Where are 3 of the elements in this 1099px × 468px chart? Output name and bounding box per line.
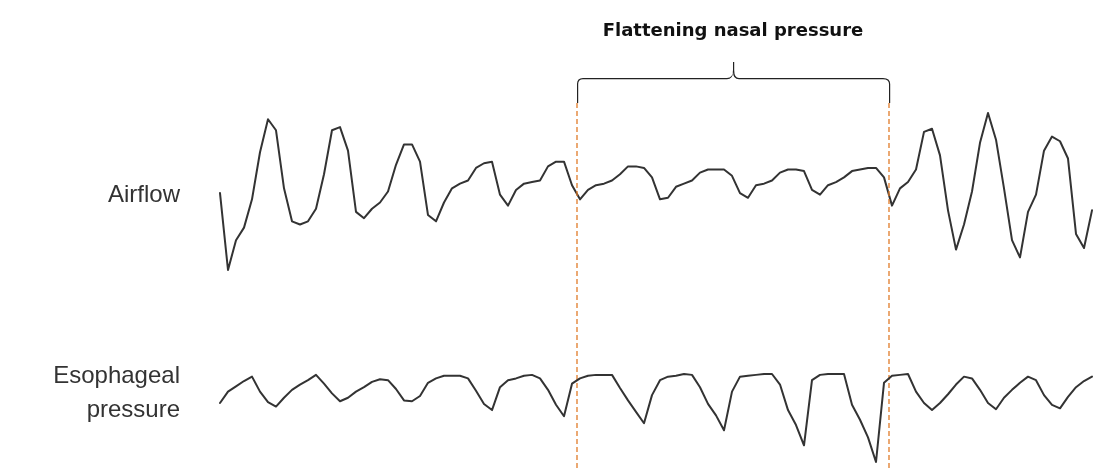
y-axis-title: Esophageal pressure <box>53 361 180 422</box>
y-axis-title: Airflow <box>107 180 181 207</box>
text: Flattening nasal pressure <box>602 19 864 40</box>
